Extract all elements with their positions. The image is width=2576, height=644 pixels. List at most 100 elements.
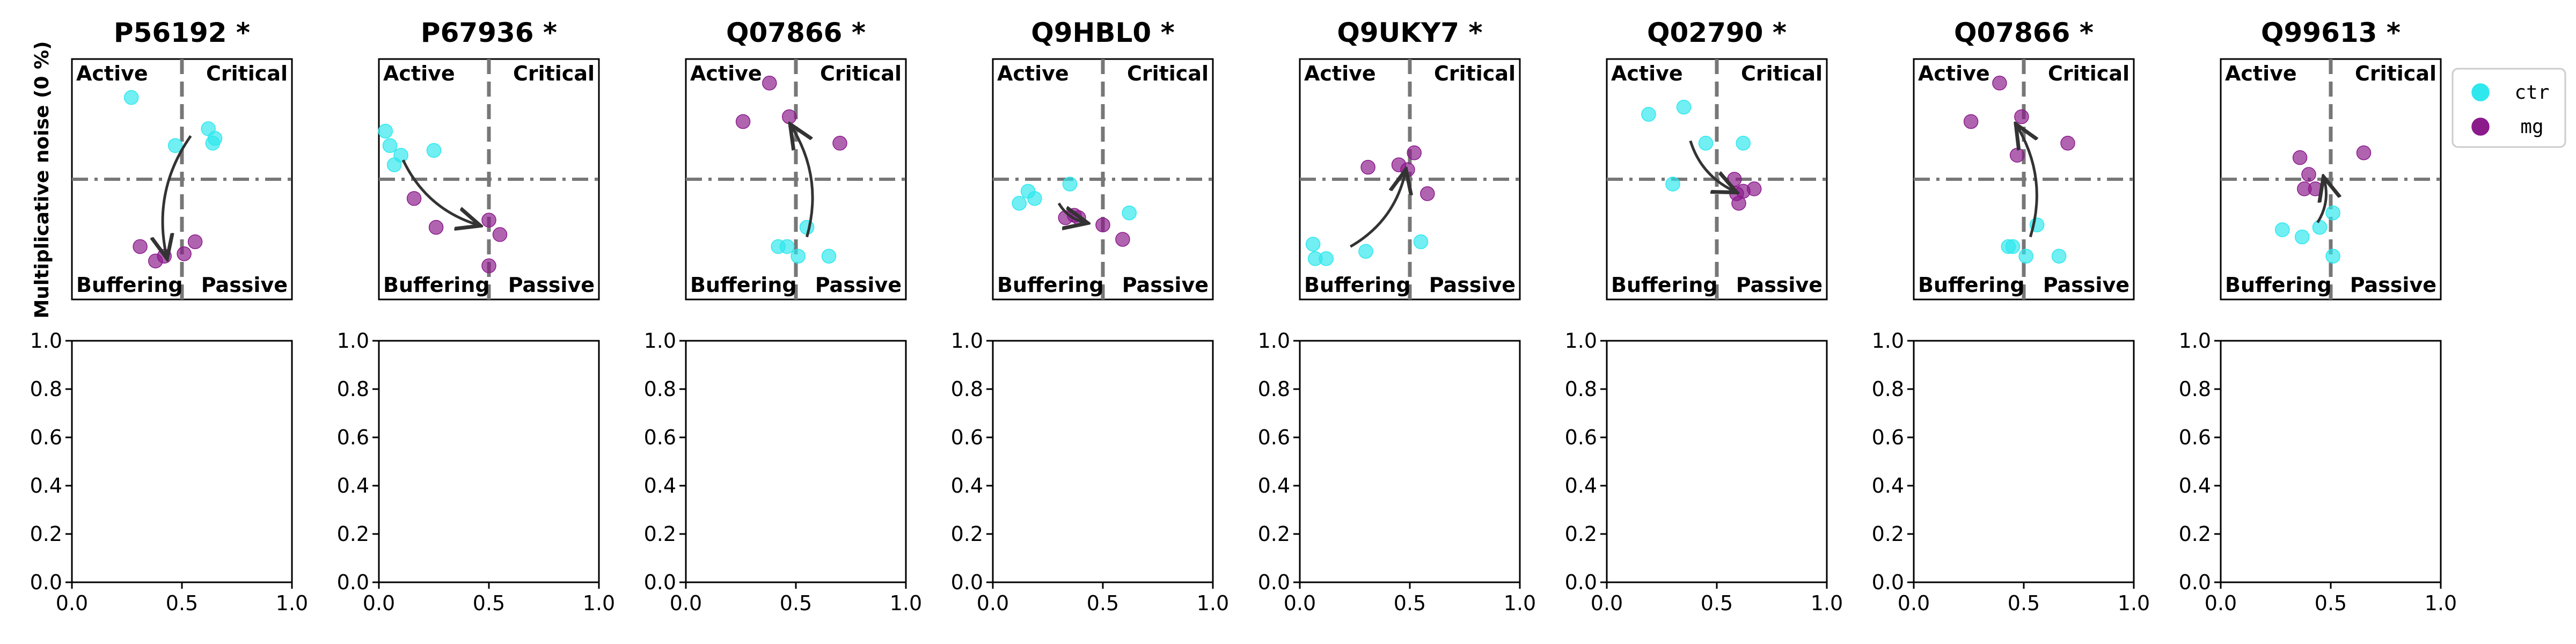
quadrant-label-buffering: Buffering	[2225, 273, 2332, 297]
data-point-ctr	[1012, 196, 1027, 211]
y-tick-label: 1.0	[2179, 329, 2211, 353]
scatter-panel: Q07866 * Active Critical Buffering Passive	[1913, 17, 2135, 301]
x-tick-label: 1.0	[890, 591, 922, 615]
data-point-mg	[481, 258, 496, 274]
data-point-mg	[1400, 162, 1415, 177]
x-tick-label: 1.0	[583, 591, 615, 615]
data-point-ctr	[1358, 244, 1373, 259]
y-tick-label: 0.4	[644, 474, 676, 497]
y-tick-label: 0.0	[1872, 570, 1904, 594]
data-point-mg	[2009, 148, 2025, 163]
panel-title: P67936 *	[421, 17, 557, 48]
transition-arrow	[1057, 202, 1085, 223]
scatter-panel: Q07866 * Active Critical Buffering Passive	[685, 17, 907, 301]
data-point-ctr	[378, 123, 393, 139]
empty-axes-panel: 0.0 0.2 0.4 0.6 0.8 1.0 0.0 0.5 1.0	[2179, 329, 2457, 615]
quadrant-label-buffering: Buffering	[383, 273, 490, 297]
x-tick-label: 0.0	[670, 591, 702, 615]
panel-title: Q9UKY7 *	[1337, 17, 1482, 48]
y-tick-label: 0.8	[644, 377, 676, 401]
scatter-panel: Q99613 * Active Critical Buffering Passive	[2220, 17, 2442, 301]
y-tick-label: 0.2	[1565, 522, 1597, 546]
quadrant-label-passive: Passive	[1429, 273, 1516, 297]
x-tick-label: 0.0	[1898, 591, 1930, 615]
y-tick-label: 1.0	[1258, 329, 1290, 353]
quadrant-label-passive: Passive	[815, 273, 902, 297]
y-tick-label: 0.6	[30, 426, 62, 449]
data-point-mg	[133, 239, 148, 254]
quadrant-label-active: Active	[383, 62, 455, 85]
axes-frame	[1606, 340, 1828, 583]
data-point-mg	[2356, 145, 2372, 160]
data-point-mg	[1115, 232, 1130, 247]
scatter-panel: P56192 * Active Critical Buffering Passive	[71, 17, 293, 301]
transition-arrow	[1689, 140, 1735, 191]
empty-axes-panel: 0.0 0.2 0.4 0.6 0.8 1.0 0.0 0.5 1.0	[951, 329, 1230, 615]
y-tick-label: 0.6	[644, 426, 676, 449]
scatter-panel: Q9HBL0 * Active Critical Buffering Passive	[992, 17, 1214, 301]
y-tick-label: 0.0	[2179, 570, 2211, 594]
quadrant-label-buffering: Buffering	[1611, 273, 1718, 297]
x-tick-label: 1.0	[2118, 591, 2150, 615]
y-tick-label: 1.0	[337, 329, 369, 353]
y-tick-label: 0.8	[951, 377, 983, 401]
quadrant-label-critical: Critical	[1741, 62, 1823, 85]
y-tick-label: 0.0	[644, 570, 676, 594]
y-tick-label: 1.0	[644, 329, 676, 353]
quadrant-label-critical: Critical	[206, 62, 288, 85]
y-axis-label: Multiplicative noise (0 %)	[31, 41, 53, 318]
y-tick-label: 1.0	[1872, 329, 1904, 353]
quadrant-label-critical: Critical	[1434, 62, 1516, 85]
x-tick-label: 0.5	[1087, 591, 1119, 615]
quadrant-label-critical: Critical	[2048, 62, 2129, 85]
panel-title: Q9HBL0 *	[1031, 17, 1174, 48]
y-tick-label: 0.6	[951, 426, 983, 449]
data-point-mg	[1727, 172, 1742, 187]
legend-marker-mg	[2471, 118, 2490, 136]
y-tick-label: 0.0	[951, 570, 983, 594]
data-point-ctr	[2018, 248, 2033, 264]
axes-frame	[685, 340, 907, 583]
transition-arrow	[792, 126, 814, 238]
data-point-mg	[2308, 181, 2323, 196]
data-point-mg	[1746, 181, 1762, 196]
y-tick-label: 0.2	[1872, 522, 1904, 546]
quadrant-label-passive: Passive	[2043, 273, 2129, 297]
data-point-ctr	[426, 143, 442, 158]
y-tick-label: 0.2	[951, 522, 983, 546]
empty-axes-panel: 0.0 0.2 0.4 0.6 0.8 1.0 0.0 0.5 1.0	[337, 329, 616, 615]
data-point-mg	[2301, 167, 2316, 182]
quadrant-label-buffering: Buffering	[690, 273, 797, 297]
y-tick-label: 1.0	[951, 329, 983, 353]
x-tick-label: 0.5	[2315, 591, 2347, 615]
y-tick-label: 0.2	[337, 522, 369, 546]
data-point-mg	[428, 219, 444, 235]
panel-title: Q07866 *	[1954, 17, 2094, 48]
axes-frame	[1913, 340, 2135, 583]
axes-frame	[1299, 340, 1521, 583]
x-tick-label: 0.0	[363, 591, 395, 615]
y-tick-label: 0.0	[30, 570, 62, 594]
x-tick-label: 0.0	[2205, 591, 2237, 615]
legend-box	[2451, 68, 2566, 148]
axes-frame	[992, 340, 1214, 583]
y-tick-label: 0.0	[1565, 570, 1597, 594]
transition-arrow	[1350, 172, 1406, 248]
quadrant-label-passive: Passive	[508, 273, 595, 297]
y-tick-label: 0.8	[1872, 377, 1904, 401]
data-point-ctr	[1736, 136, 1751, 151]
quadrant-label-active: Active	[1918, 62, 1990, 85]
legend-label-mg: mg	[2520, 116, 2543, 138]
data-point-mg	[832, 136, 847, 151]
y-tick-label: 0.0	[337, 570, 369, 594]
y-tick-label: 0.4	[30, 474, 62, 497]
data-point-ctr	[1319, 251, 1334, 266]
y-tick-label: 0.0	[1258, 570, 1290, 594]
data-point-ctr	[2312, 219, 2328, 235]
y-tick-label: 0.2	[644, 522, 676, 546]
data-point-mg	[1407, 145, 1422, 160]
empty-axes-panel: 0.0 0.2 0.4 0.6 0.8 1.0 0.0 0.5 1.0	[644, 329, 923, 615]
quadrant-label-active: Active	[2225, 62, 2297, 85]
scatter-panel: Q9UKY7 * Active Critical Buffering Passive	[1299, 17, 1521, 301]
